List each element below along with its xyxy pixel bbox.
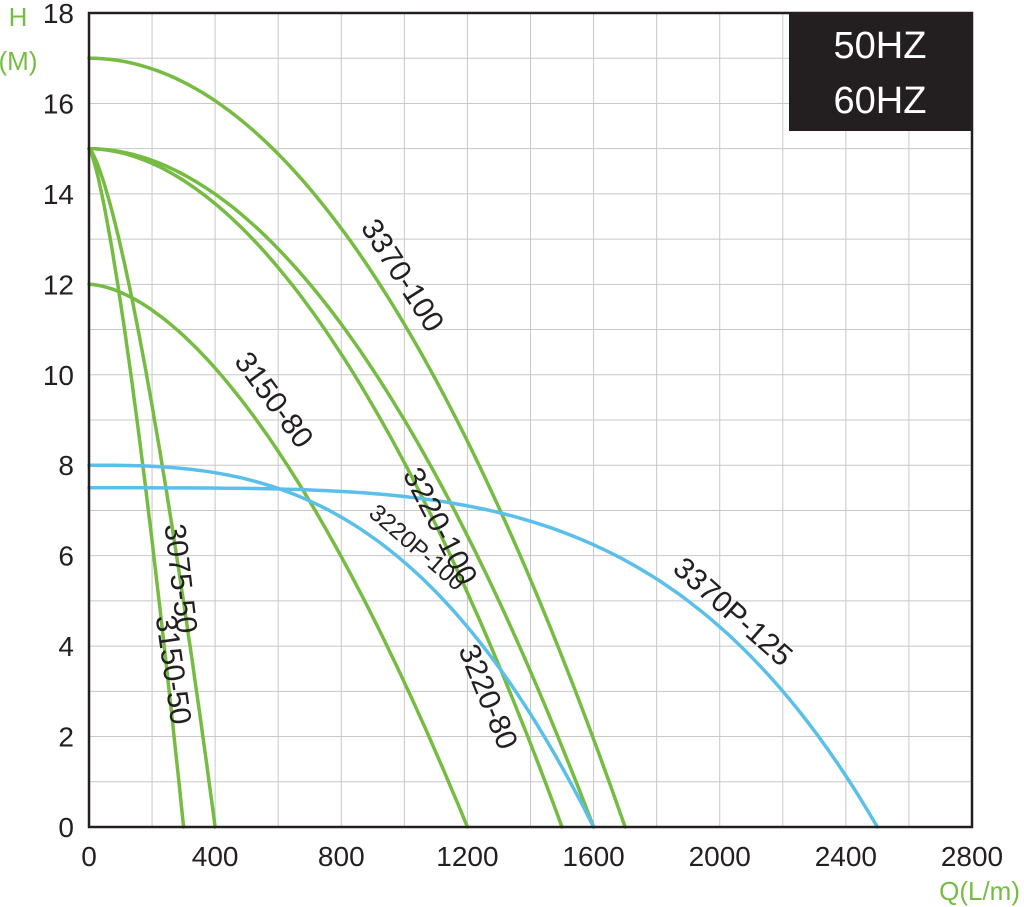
x-tick-label: 400	[192, 841, 239, 872]
series-line-3370P-125	[87, 486, 880, 829]
y-tick-label: 8	[58, 450, 74, 481]
x-tick-label: 1600	[562, 841, 624, 872]
y-axis-title-unit: (M)	[0, 46, 37, 76]
y-tick-label: 14	[43, 179, 74, 210]
y-tick-label: 10	[43, 360, 74, 391]
legend-60hz: 60HZ	[834, 80, 927, 122]
series-line-3150-50	[87, 146, 217, 829]
series-line-3220-100	[87, 146, 596, 829]
axis-ticks: 0 400 800 1200 1600 2000 2400 2800 0 2 4 6 8 10 12 14 16…	[43, 0, 1003, 872]
y-tick-label: 16	[43, 88, 74, 119]
x-tick-label: 2800	[941, 841, 1003, 872]
y-tick-label: 2	[58, 722, 74, 753]
y-axis-title-h: H	[9, 2, 28, 32]
x-tick-label: 800	[318, 841, 365, 872]
legend-50hz: 50HZ	[834, 25, 927, 67]
x-axis-title: Q(L/m)	[939, 876, 1020, 906]
y-tick-label: 4	[58, 631, 74, 662]
x-tick-label: 1200	[436, 841, 498, 872]
grid-lines	[89, 13, 972, 827]
series-line-3075-50	[87, 146, 186, 829]
x-tick-label: 0	[81, 841, 97, 872]
legend-background	[789, 13, 972, 131]
x-tick-label: 2000	[689, 841, 751, 872]
x-tick-label: 2400	[815, 841, 877, 872]
series-line-3220-80	[87, 146, 564, 829]
y-tick-label: 18	[43, 0, 74, 29]
curve-labels: 3075-503150-503150-803220-803220-1003370…	[149, 213, 799, 754]
pump-curves	[87, 56, 880, 829]
plot-frame	[87, 11, 974, 829]
legend-box: 50HZ 60HZ	[789, 13, 972, 131]
series-line-3220P-100	[87, 463, 596, 829]
series-label-3370P-125: 3370P-125	[667, 551, 799, 673]
series-line-3150-80	[87, 282, 470, 829]
y-tick-label: 6	[58, 541, 74, 572]
y-tick-label: 0	[58, 812, 74, 843]
series-line-3370-100	[87, 56, 627, 829]
y-tick-label: 12	[43, 269, 74, 300]
